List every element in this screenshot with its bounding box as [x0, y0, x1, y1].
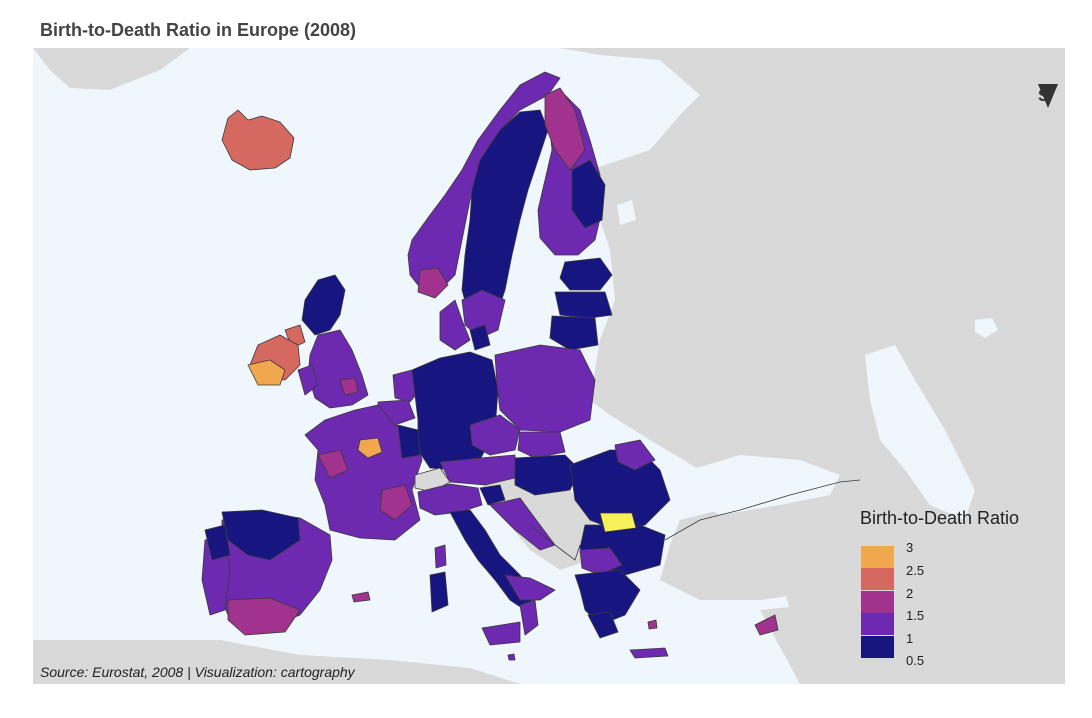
sweden-region [461, 109, 549, 331]
east-finland-region [571, 159, 606, 229]
iceland-region [221, 109, 295, 171]
malta-region [507, 653, 516, 661]
andalusia-region [227, 597, 301, 636]
zealand-region [469, 324, 491, 351]
rhone-alpes-region [379, 484, 413, 521]
norway-south-region [417, 267, 449, 299]
white-sea [605, 80, 660, 160]
spain-north-region [221, 509, 301, 561]
denmark-region [439, 299, 471, 351]
crete-region [629, 647, 669, 659]
legend-swatch-2-5 [861, 568, 894, 590]
middle-east-land [760, 600, 1065, 684]
italy-south-region [504, 574, 556, 601]
legend-label-2-5: 2.5 [906, 563, 925, 578]
europe-map[interactable] [33, 48, 1065, 684]
map-title: Birth-to-Death Ratio in Europe (2008) [40, 20, 357, 40]
non-eu-borders [529, 479, 861, 561]
peloponnese-region [587, 611, 619, 639]
wales-region [297, 364, 319, 396]
balkans-land [480, 470, 600, 570]
legend-label-0-5: 0.5 [906, 653, 925, 668]
aegean-island-region [647, 619, 658, 630]
map-area[interactable] [33, 48, 1065, 684]
compass-letter: S [1038, 86, 1050, 105]
slovenia-region [479, 484, 506, 506]
slovakia-region [517, 431, 566, 459]
legend-label-2: 2 [906, 586, 914, 601]
cyprus-region [754, 614, 779, 636]
italy-north-region [417, 483, 483, 516]
paris-region [357, 437, 383, 459]
legend-swatch-2 [861, 591, 894, 613]
estonia-region [559, 257, 613, 291]
legend-label-1: 1 [906, 631, 914, 646]
russia-land [560, 48, 1065, 684]
non-eu-land [33, 48, 1065, 684]
legend-swatch-1 [861, 636, 894, 658]
turkey-border [664, 479, 861, 541]
greece-north-region [579, 547, 623, 576]
inland-water [605, 80, 998, 520]
legend-title: Birth-to-Death Ratio [860, 508, 1020, 528]
greenland-land [33, 48, 190, 90]
poland-region [494, 344, 596, 433]
caspian-sea [865, 345, 975, 520]
london-region [339, 377, 359, 396]
lapland-region [544, 87, 586, 171]
lorraine-region [397, 424, 421, 459]
aral-sea [975, 318, 998, 338]
sweden-south-region [461, 289, 506, 339]
balearic-region [351, 591, 371, 603]
sardinia-region [429, 571, 449, 613]
scotland-region [301, 274, 346, 336]
ireland-south-region [247, 359, 286, 386]
latvia-region [554, 291, 613, 319]
legend-label-3: 3 [906, 540, 914, 555]
portugal-north-region [204, 524, 231, 561]
regions [201, 71, 779, 661]
black-sea [690, 455, 840, 515]
south-arrow-icon [1036, 82, 1060, 113]
bulgaria-yellow-region [599, 512, 637, 533]
legend-label-1-5: 1.5 [906, 608, 925, 623]
czechia-region [469, 414, 521, 456]
france-southwest-region [317, 449, 349, 479]
turkey-land [660, 480, 880, 600]
north-africa-land [33, 640, 520, 684]
lithuania-region [549, 315, 599, 351]
calabria-region [519, 599, 539, 636]
hungary-region [514, 454, 581, 496]
sicily-region [481, 621, 521, 646]
lake-ladoga [617, 200, 636, 225]
legend-swatch-1-5 [861, 613, 894, 635]
moldova-area-region [614, 439, 656, 471]
source-note: Source: Eurostat, 2008 | Visualization: … [40, 664, 355, 680]
legend-swatch-3 [861, 546, 894, 568]
corsica-region [434, 544, 447, 569]
balkans-border [529, 524, 581, 561]
